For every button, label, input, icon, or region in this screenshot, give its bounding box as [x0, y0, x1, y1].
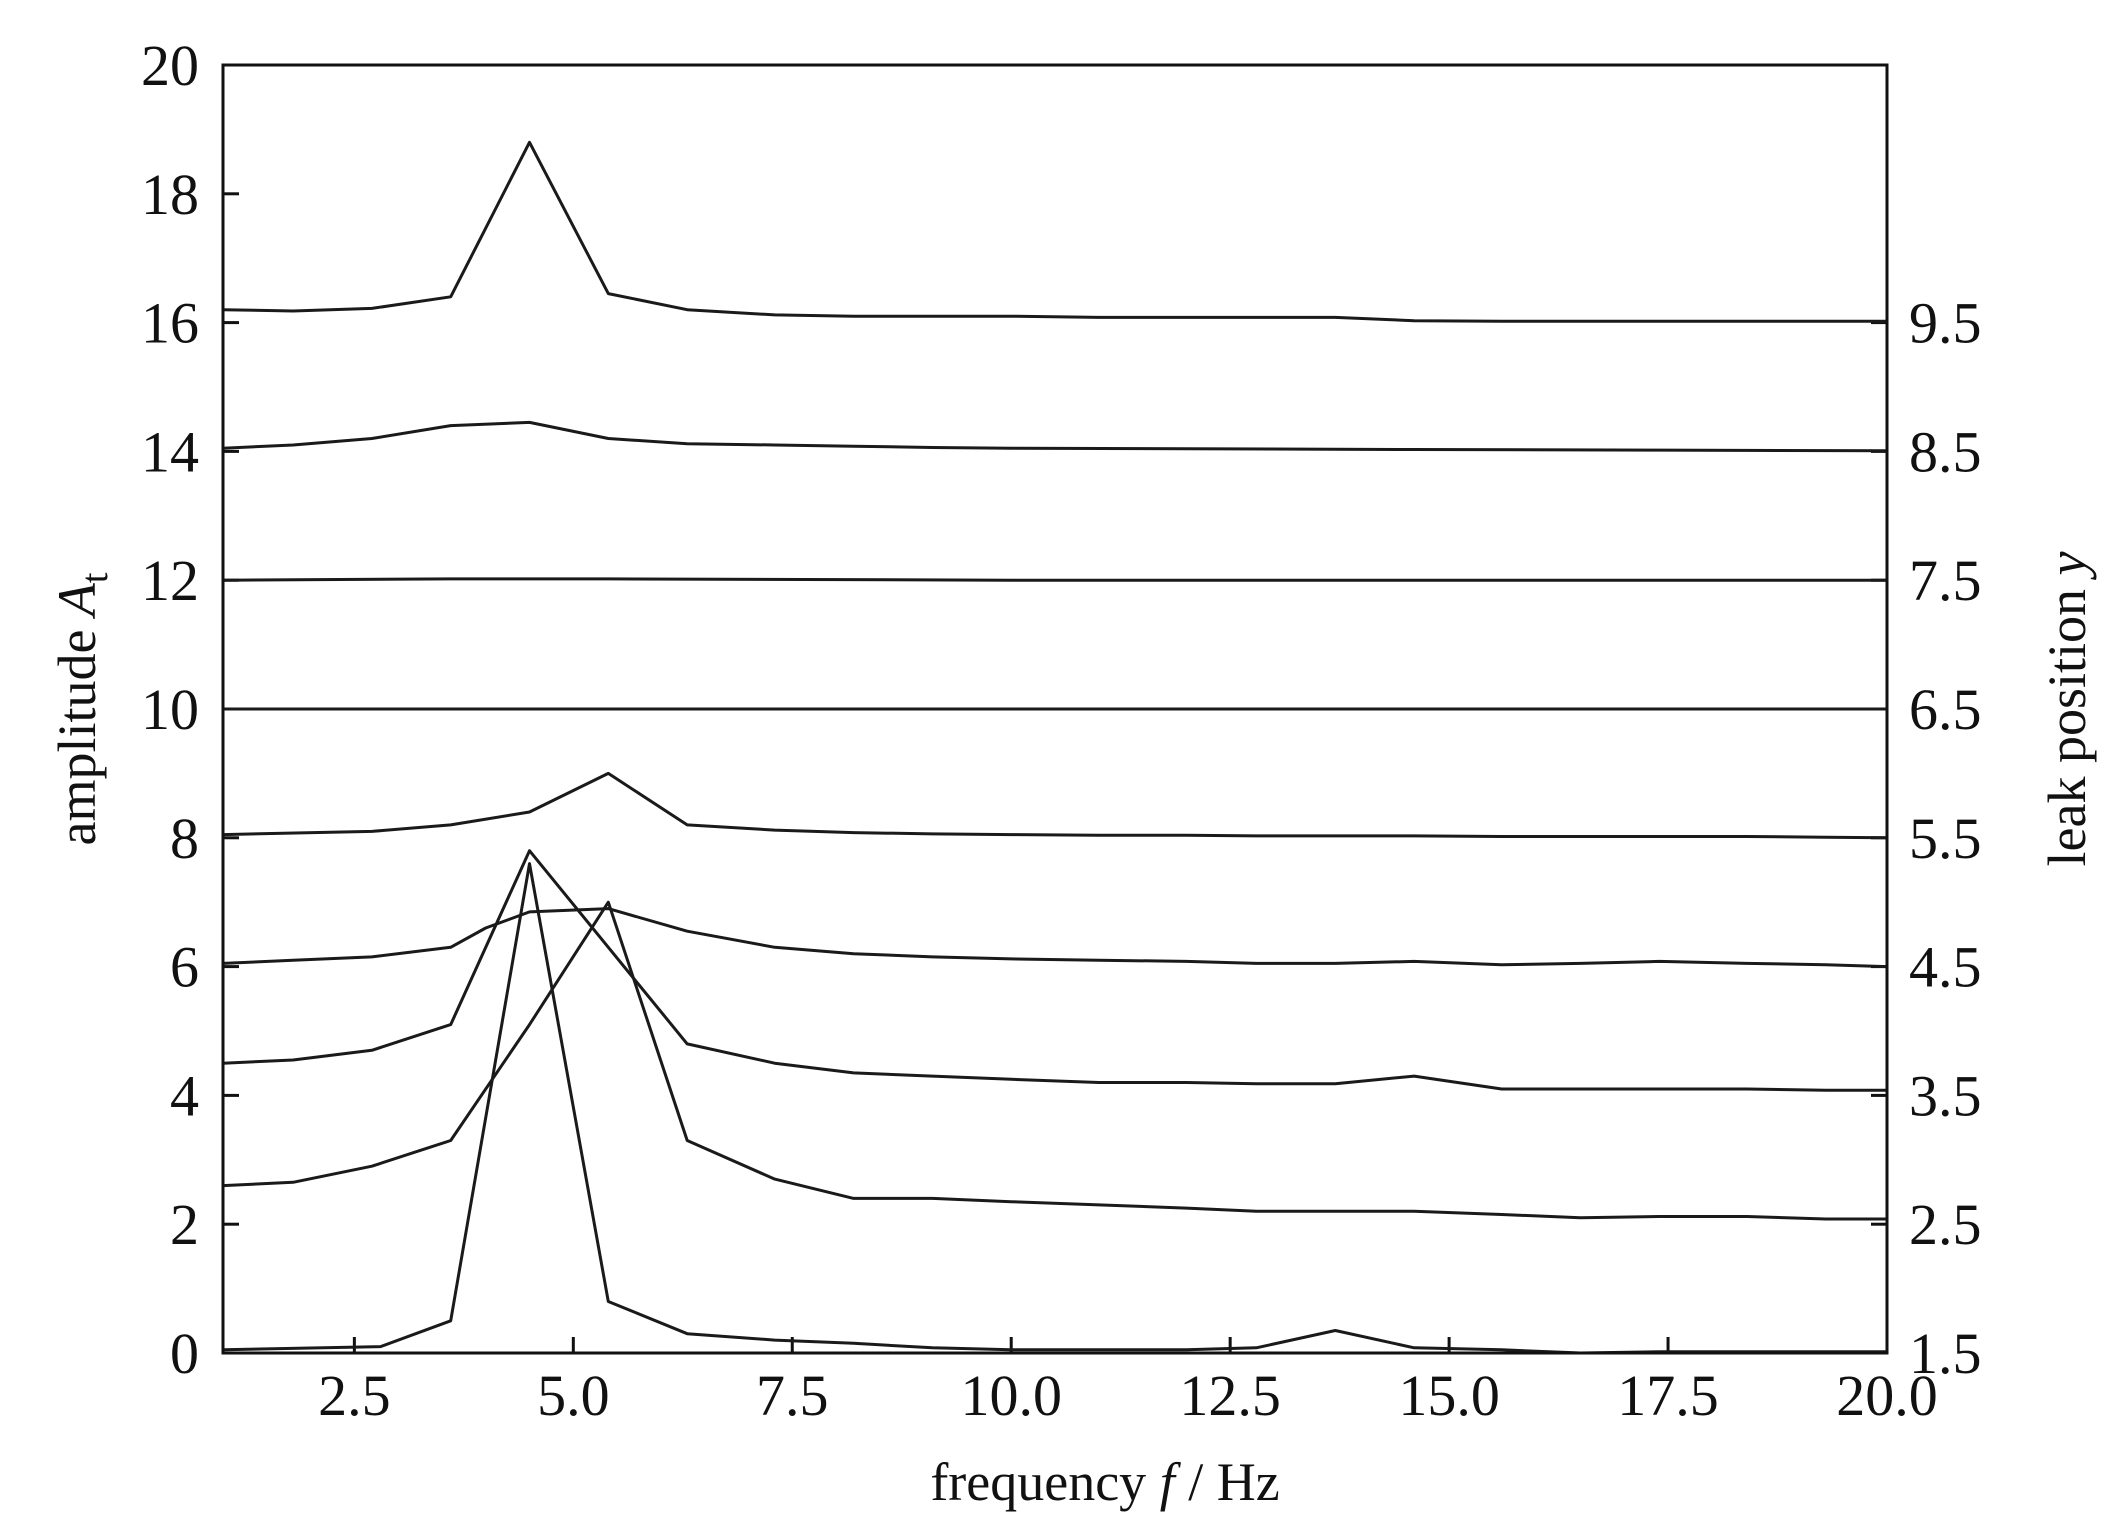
series-line-9: [222, 140, 1887, 323]
y-tick-label: 4: [170, 1063, 199, 1128]
series-line-8: [222, 420, 1888, 453]
y-tick-label: 18: [141, 162, 199, 227]
x-tick-label: 12.5: [1179, 1363, 1281, 1428]
y2-tick-label: 7.5: [1909, 548, 1982, 613]
x-axis-title: frequency f / Hz: [930, 1452, 1279, 1512]
y2-tick-label: 1.5: [1909, 1321, 1982, 1386]
y-tick-label: 14: [141, 419, 199, 484]
y2-tick-label: 2.5: [1909, 1192, 1982, 1257]
series-line-3: [222, 849, 1887, 1092]
y-tick-label: 20: [141, 33, 199, 98]
series-line-2: [222, 900, 1887, 1221]
y2-tick-label: 6.5: [1909, 677, 1982, 742]
x-tick-label: 10.0: [960, 1363, 1062, 1428]
plot-frame: [221, 63, 1889, 1355]
y-tick-label: 8: [170, 806, 199, 871]
x-tick-label: 15.0: [1398, 1363, 1500, 1428]
y-tick-label: 10: [141, 677, 199, 742]
y2-tick-label: 5.5: [1909, 806, 1982, 871]
x-tick-label: 5.0: [537, 1363, 610, 1428]
y-tick-label: 2: [170, 1192, 199, 1257]
x-tick-label: 20.0: [1836, 1363, 1938, 1428]
series-line-5: [222, 771, 1888, 840]
y-tick-label: 12: [141, 548, 199, 613]
y2-tick-labels: 1.5 2.5 3.5 4.5 5.5 6.5 7.5 8.5 9.5: [1909, 291, 1982, 1386]
y-tick-label: 6: [170, 935, 199, 1000]
y2-tick-label: 9.5: [1909, 291, 1982, 356]
y2-tick-label: 3.5: [1909, 1063, 1982, 1128]
y-tick-label: 16: [141, 291, 199, 356]
y-axis-title: amplitude At: [47, 572, 116, 845]
series-lines: [222, 140, 1888, 1355]
series-line-4: [222, 907, 1888, 969]
x-tick-labels: 2.5 5.0 7.5 10.0 12.5 15.0 17.5 20.0: [318, 1363, 1938, 1428]
x-tick-label: 17.5: [1617, 1363, 1719, 1428]
y-tick-labels: 0 2 4 6 8 10 12 14 16 18 20: [141, 33, 199, 1386]
y2-tick-label: 8.5: [1909, 419, 1982, 484]
y-tick-label: 0: [170, 1321, 199, 1386]
y2-tick-label: 4.5: [1909, 935, 1982, 1000]
y2-axis-title: leak position y: [2037, 552, 2097, 867]
x-tick-label: 2.5: [318, 1363, 391, 1428]
x-tick-label: 7.5: [756, 1363, 829, 1428]
series-line-7: [222, 577, 1887, 582]
